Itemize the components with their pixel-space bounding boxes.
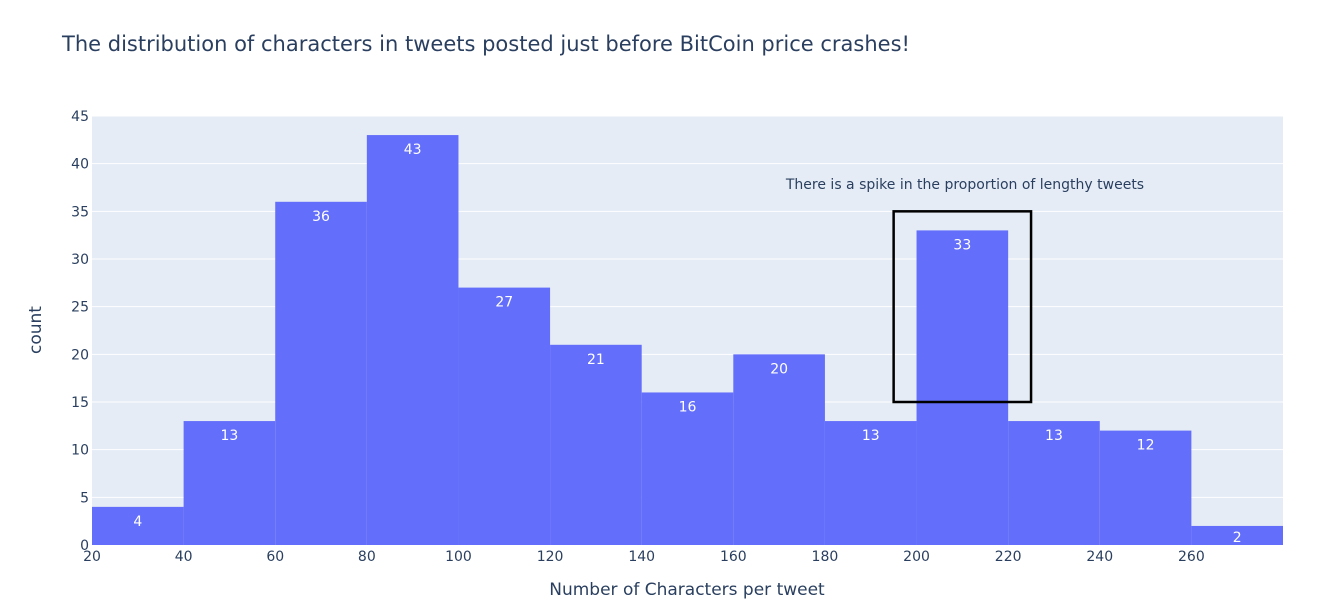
x-tick-label: 40 [175,549,193,565]
x-tick-label: 140 [628,549,655,565]
y-tick-label: 0 [80,538,89,554]
histogram-bar [1008,421,1100,545]
histogram-bar [183,421,276,545]
histogram-bar [458,287,551,545]
histogram-bar [824,421,917,545]
bar-value-label: 13 [1045,428,1063,444]
annotation-box [892,210,1033,404]
bar-value-label: 20 [770,361,788,377]
bar-value-label: 13 [221,428,239,444]
x-tick-label: 220 [995,549,1022,565]
x-tick-label: 100 [445,549,472,565]
y-tick-label: 10 [71,443,89,459]
bar-value-label: 2 [1233,530,1242,546]
histogram-bar [366,135,459,546]
y-tick-label: 35 [71,204,89,220]
bar-labels-group: 4 13 36 43 27 21 16 20 13 33 13 12 2 [133,142,1241,546]
histogram-bar [641,392,734,545]
histogram-bar [1099,430,1192,545]
bar-value-label: 16 [679,399,697,415]
bar-value-label: 12 [1137,438,1155,454]
y-tick-label: 45 [71,109,89,125]
x-tick-label: 160 [720,549,747,565]
chart-title: The distribution of characters in tweets… [61,32,910,56]
y-tick-label: 20 [71,347,89,363]
bar-value-label: 27 [495,295,513,311]
bar-value-label: 13 [862,428,880,444]
bars-group [92,135,1283,546]
histogram-bar [550,344,642,545]
x-tick-label: 240 [1086,549,1113,565]
y-tick-label: 40 [71,157,89,173]
bar-value-label: 4 [133,514,142,530]
x-tick-label: 20 [83,549,101,565]
y-axis-ticks: 0 5 10 15 20 25 30 35 40 45 [71,109,89,554]
x-axis-ticks: 20 40 60 80 100 120 140 160 180 200 220 240 260 [83,549,1205,565]
x-tick-label: 120 [537,549,564,565]
annotation-group: There is a spike in the proportion of le… [785,177,1144,404]
histogram-bar [92,506,184,545]
x-tick-label: 260 [1178,549,1205,565]
y-tick-label: 30 [71,252,89,268]
histogram-bar [275,201,367,546]
x-axis-title: Number of Characters per tweet [549,580,825,600]
histogram-bar [733,354,825,545]
y-axis-title: count [26,306,46,354]
bar-value-label: 21 [587,352,605,368]
y-tick-label: 15 [71,395,89,411]
y-tick-label: 25 [71,300,89,316]
bar-value-label: 36 [312,209,330,225]
x-tick-label: 180 [812,549,839,565]
histogram-bar [1191,525,1283,545]
annotation-text: There is a spike in the proportion of le… [785,177,1144,193]
x-tick-label: 60 [266,549,284,565]
histogram-bar [916,230,1009,545]
bar-value-label: 33 [953,237,971,253]
bar-value-label: 43 [404,142,422,158]
x-tick-label: 200 [903,549,930,565]
y-tick-label: 5 [80,490,89,506]
x-tick-label: 80 [358,549,376,565]
